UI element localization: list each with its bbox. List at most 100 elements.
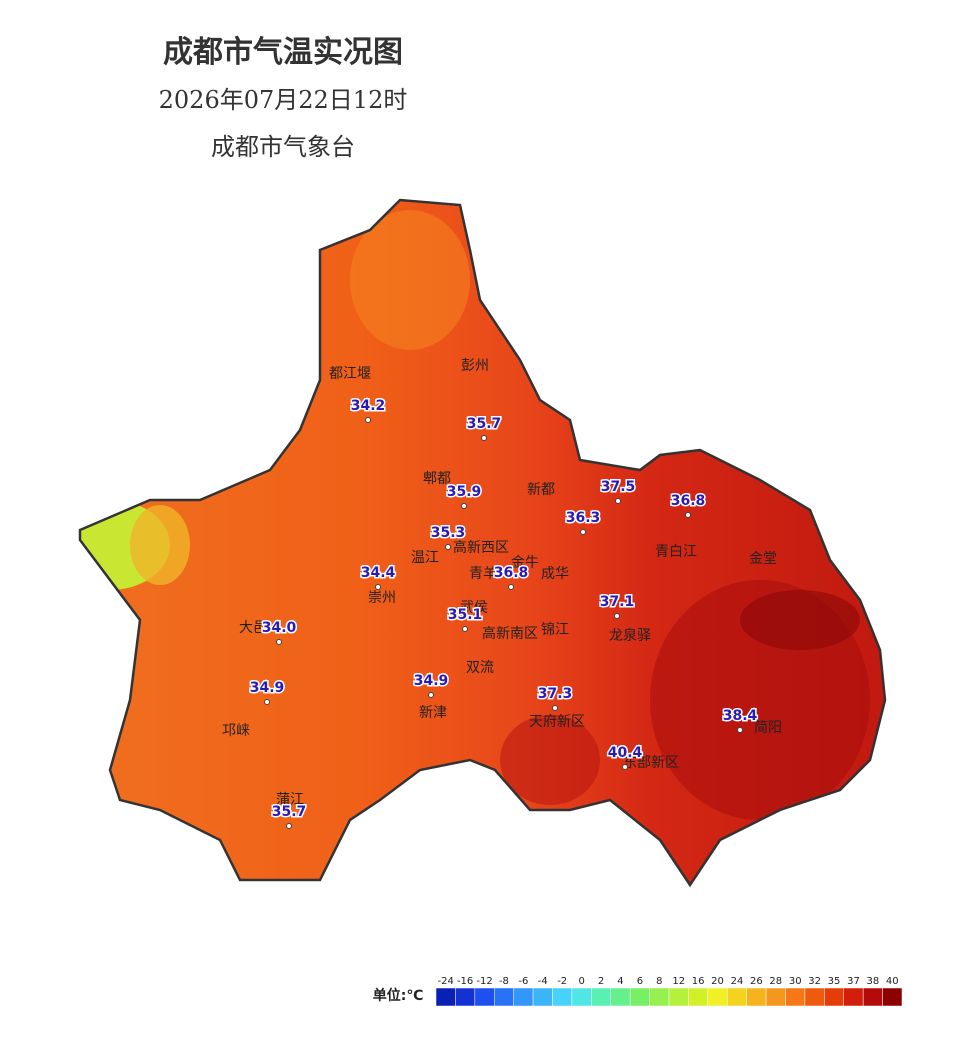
legend-tick: 16 [692,976,705,987]
station-dot [445,544,451,550]
legend-tick: -12 [476,976,492,987]
legend-tick: 32 [808,976,821,987]
station-dot [580,529,586,535]
temperature-reading: 36.3 [566,510,601,526]
legend-swatch [707,987,728,1007]
legend: 单位:℃ -24 -16 -12 -8 -6 -4 -2 0 2 4 6 8 12 16 20 24 26 28 3… [373,976,903,1007]
map-time: 2026年07月22日12时 [159,86,408,114]
legend-swatch [629,987,650,1007]
legend-swatch [610,987,631,1007]
legend-swatch [532,987,553,1007]
temperature-reading: 40.4 [608,745,643,761]
legend-swatch [804,987,825,1007]
district-name: 龙泉驿 [609,627,651,644]
district-name: 东部新区 [623,755,679,771]
station-dot [615,498,621,504]
legend-swatch [746,987,767,1007]
legend-tick: 6 [637,976,643,987]
district-name: 蒲江 [276,792,304,808]
district-name: 金牛 [511,555,539,571]
temperature-reading: 37.1 [600,594,635,610]
station-dot [552,705,558,711]
legend-swatch [435,987,456,1007]
legend-swatch [455,987,476,1007]
legend-tick: 40 [886,976,899,987]
legend-swatch [862,987,883,1007]
temperature-reading: 35.1 [448,607,483,623]
district-name: 都江堰 [329,366,371,382]
legend-swatch [494,987,514,1007]
legend-tick: -24 [438,976,454,987]
temperature-reading: 35.7 [467,416,502,432]
temperature-reading: 35.9 [447,484,482,500]
district-name: 大邑 [239,620,267,636]
station-dot [264,699,270,705]
station-dot [375,584,381,590]
legend-tick: 4 [617,976,623,987]
district-name: 青白江 [655,544,697,560]
temperature-reading: 36.8 [671,493,706,509]
temperature-reading: 34.2 [351,398,386,414]
temperature-reading: 35.7 [272,804,307,820]
district-name: 邛崃 [222,723,250,739]
temperature-reading: 34.4 [361,565,396,581]
legend-swatch [591,987,611,1007]
legend-swatch [513,987,534,1007]
district-name: 成华 [541,566,569,582]
temperature-reading: 38.4 [723,708,758,724]
station-dot [481,435,487,441]
legend-swatch [843,987,864,1007]
station-dot [685,512,691,518]
district-name: 新都 [527,482,555,498]
district-name: 高新南区 [482,625,538,642]
legend-swatch [882,987,903,1007]
district-name: 双流 [466,660,494,676]
station-dot [276,639,282,645]
legend-unit: 单位:℃ [373,987,424,1004]
legend-tick: 37 [847,976,860,987]
map-title: 成都市气温实况图 [163,35,403,70]
district-name: 崇州 [368,590,396,606]
station-dot [428,692,434,698]
district-name: 天府新区 [529,714,585,730]
legend-tick: 2 [598,976,604,987]
legend-swatch [668,987,689,1007]
map-source: 成都市气象台 [211,133,355,161]
legend-tick: -2 [557,976,567,987]
station-dot [286,823,292,829]
station-dot [462,626,468,632]
station-dot [461,503,467,509]
legend-tick: 8 [656,976,662,987]
district-name: 青羊 [469,566,497,582]
legend-tick: -4 [538,976,548,987]
station-dot [508,584,514,590]
temperature-reading: 34.9 [414,673,449,689]
legend-tick: 38 [867,976,880,987]
legend-tick: 28 [769,976,782,987]
district-name: 高新西区 [453,539,509,556]
temperature-reading: 34.9 [250,680,285,696]
temperature-reading: 37.5 [601,479,636,495]
legend-tick: -16 [457,976,473,987]
station-dot [737,727,743,733]
temperature-reading: 34.0 [262,620,297,636]
legend-swatch [785,987,806,1007]
legend-swatch [571,987,592,1007]
legend-tick: 24 [731,976,744,987]
legend-swatch [765,987,786,1007]
legend-tick: 12 [672,976,685,987]
legend-tick: 26 [750,976,763,987]
station-dot [614,613,620,619]
legend-tick: 35 [828,976,841,987]
district-name: 彭州 [461,358,489,374]
legend-tick: 30 [789,976,802,987]
district-name: 简阳 [754,719,782,736]
legend-swatch [474,987,495,1007]
legend-swatch [552,987,573,1007]
legend-swatch [824,987,844,1007]
legend-tick: -8 [499,976,509,987]
district-name: 温江 [411,550,439,566]
legend-tick: 20 [711,976,724,987]
